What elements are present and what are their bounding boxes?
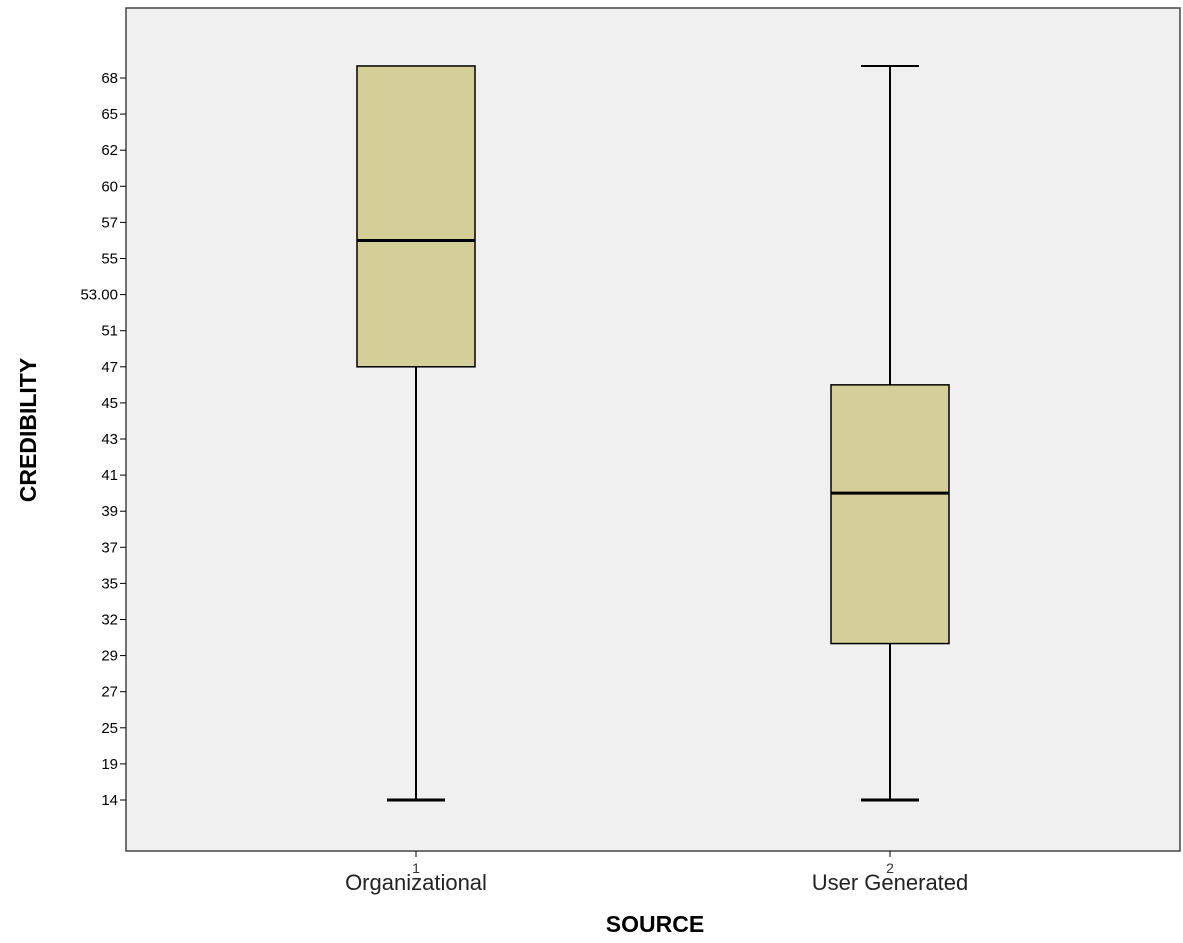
y-tick-label: 57 <box>101 214 118 231</box>
y-tick-label: 37 <box>101 539 118 556</box>
y-tick-label: 29 <box>101 648 118 665</box>
y-tick-label: 25 <box>101 720 118 737</box>
y-tick-label: 14 <box>101 792 118 809</box>
y-tick-label: 27 <box>101 684 118 701</box>
iqr-box <box>356 65 476 368</box>
y-tick-label: 62 <box>101 142 118 159</box>
y-tick-label: 68 <box>101 70 118 87</box>
y-tick-label: 32 <box>101 612 118 629</box>
x-tick-number: 1 <box>412 860 420 876</box>
x-tick-label: User Generated <box>812 870 969 895</box>
x-tick-label: Organizational <box>345 870 487 895</box>
y-tick-label: 19 <box>101 756 118 773</box>
boxes-group <box>356 64 950 802</box>
y-axis-ticks: 14 19 25 27 29 32 35 37 39 41 43 45 47 51 53.00 55 57 60 6… <box>80 70 126 809</box>
y-tick-label: 51 <box>101 323 118 340</box>
y-tick-label: 53.00 <box>80 287 118 304</box>
plot-area <box>125 7 1181 852</box>
x-axis-title: SOURCE <box>606 911 704 937</box>
iqr-box <box>830 384 950 645</box>
y-tick-label: 60 <box>101 178 118 195</box>
y-tick-label: 45 <box>101 395 118 412</box>
y-tick-label: 35 <box>101 575 118 592</box>
y-tick-label: 55 <box>101 251 118 268</box>
y-tick-label: 47 <box>101 359 118 376</box>
y-tick-label: 41 <box>101 467 118 484</box>
y-axis-title: CREDIBILITY <box>15 358 41 502</box>
y-tick-label: 43 <box>101 431 118 448</box>
y-tick-label: 65 <box>101 106 118 123</box>
x-tick-number: 2 <box>886 860 894 876</box>
y-tick-label: 39 <box>101 503 118 520</box>
box-1 <box>356 65 476 802</box>
box-2 <box>830 64 950 802</box>
